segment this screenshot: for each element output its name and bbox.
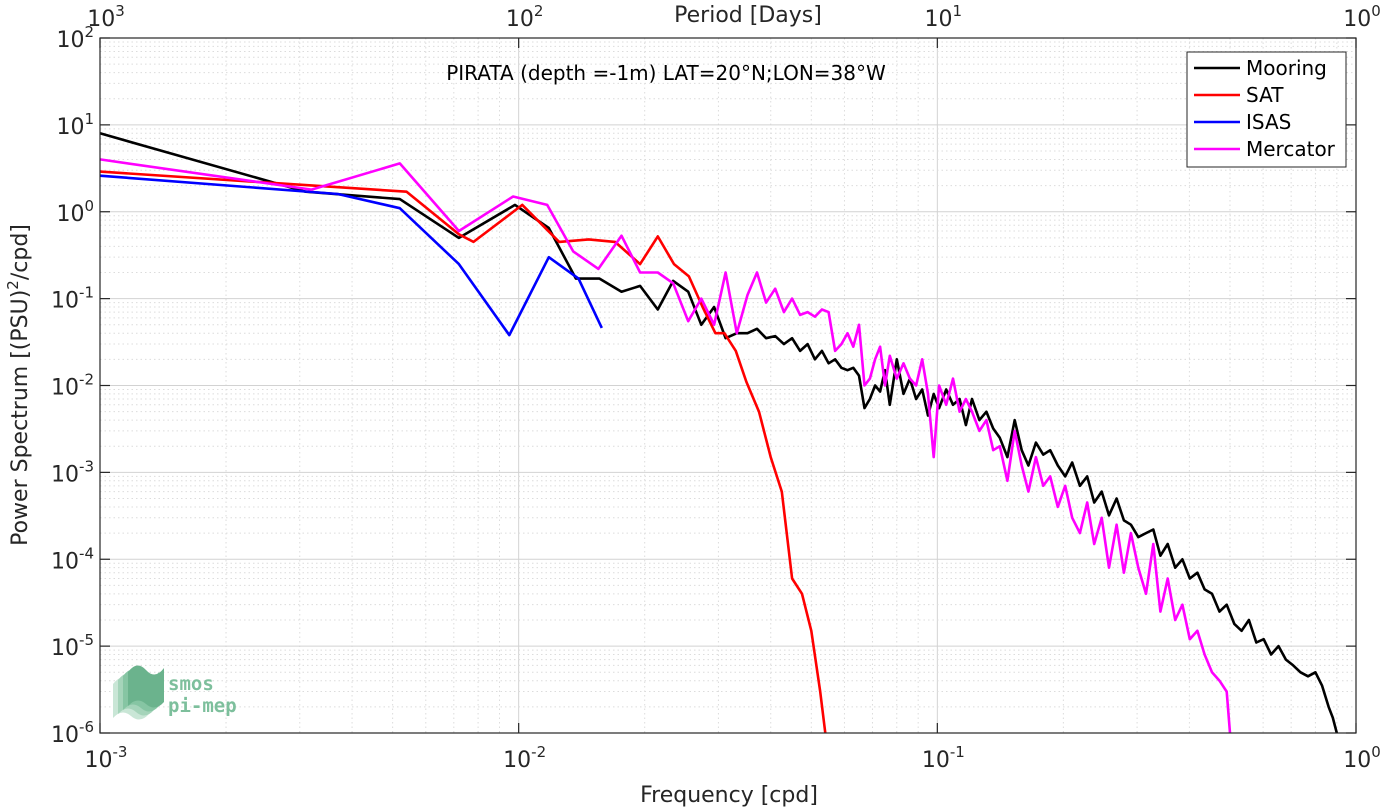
y-tick-label-base: 10 [51,636,79,661]
x-tick-label-base: 10 [85,748,113,773]
series-line-isas [99,174,603,337]
x-tick-label-exp: -2 [531,743,546,761]
x2-tick-labels: 103 102 101 100 [87,2,1381,32]
x2-tick-label-base: 10 [506,7,534,32]
legend-box [1186,51,1347,168]
y-tick-label-base: 10 [51,549,79,574]
x2-tick-label: 103 [87,2,125,32]
y-tick-label: 10-3 [51,457,94,487]
x-tick-label: 10-3 [85,743,128,773]
x-axis-label: Frequency [cpd] [640,783,818,808]
x-tick-label: 100 [1343,743,1381,773]
y-axis-label-base: Power Spectrum [(PSU) [8,290,33,546]
x2-tick-label: 100 [1343,2,1381,32]
x-tick-label-exp: -1 [950,743,965,761]
y-tick-label-exp: -1 [79,284,94,302]
series-line-sat [99,170,827,734]
y-tick-label-base: 10 [51,289,79,314]
x2-axis-label: Period [Days] [674,3,822,28]
y-axis-label-sup: 2 [4,280,22,290]
logo-text-smos: smos [168,673,214,695]
grid [100,38,1356,733]
y-tick-label-base: 10 [56,115,84,140]
y-tick-label-exp: -5 [79,631,94,649]
y-tick-label: 100 [56,197,94,227]
legend-label: Mercator [1246,137,1336,161]
x2-tick-label-base: 10 [925,7,953,32]
tick-marks [99,37,1357,734]
y-tick-label-exp: 1 [84,110,94,128]
series-line-mercator [99,158,1232,734]
y-tick-label-base: 10 [56,28,84,53]
x2-tick-label-exp: 2 [534,2,544,20]
series-line-mooring [99,132,1339,734]
legend: Mooring SAT ISAS Mercator [1186,51,1347,168]
y-tick-label-exp: -2 [79,371,94,389]
x-tick-label: 10-2 [503,743,546,773]
y-tick-label: 10-4 [51,544,94,574]
y-tick-label-base: 10 [51,462,79,487]
legend-label: ISAS [1246,110,1291,134]
x2-tick-label-exp: 0 [1371,2,1381,20]
y-axis-label: Power Spectrum [(PSU)2/cpd] [4,224,33,546]
y-tick-label-exp: 0 [84,197,94,215]
x2-tick-label-base: 10 [87,7,115,32]
y-tick-label: 10-2 [51,371,94,401]
y-tick-label: 101 [56,110,94,140]
x2-tick-label-exp: 3 [115,2,125,20]
y-tick-label: 10-5 [51,631,94,661]
y-tick-label: 10-1 [51,284,94,314]
y-tick-label-exp: -3 [79,457,94,475]
y-tick-label-base: 10 [51,723,79,748]
x2-tick-label-base: 10 [1343,7,1371,32]
y-tick-label-exp: -4 [79,544,94,562]
x-tick-label-base: 10 [503,748,531,773]
logo-text-pimep: pi-mep [168,695,237,717]
series-lines [99,132,1339,734]
y-tick-label: 102 [56,23,94,53]
smos-pi-mep-logo: smos pi-mep [113,665,237,720]
x-tick-label: 10-1 [922,743,965,773]
y-axis-label-end: /cpd] [8,224,33,280]
logo-waves-icon [113,665,164,720]
legend-label: Mooring [1246,56,1327,80]
y-tick-label-exp: 2 [84,23,94,41]
y-tick-label-base: 10 [51,376,79,401]
x-tick-label-base: 10 [922,748,950,773]
legend-label: SAT [1246,83,1284,107]
x-tick-label-base: 10 [1343,748,1371,773]
chart-title: PIRATA (depth =-1m) LAT=20°N;LON=38°W [446,61,886,85]
y-tick-label-base: 10 [56,202,84,227]
x-tick-label-exp: -3 [113,743,128,761]
x2-tick-label: 101 [925,2,963,32]
x2-tick-label-exp: 1 [953,2,963,20]
x-tick-label-exp: 0 [1371,743,1381,761]
x2-tick-label: 102 [506,2,544,32]
x-tick-labels: 10-3 10-2 10-1 100 [85,743,1381,773]
y-tick-label: 10-6 [51,718,94,748]
y-tick-label-exp: -6 [79,718,94,736]
